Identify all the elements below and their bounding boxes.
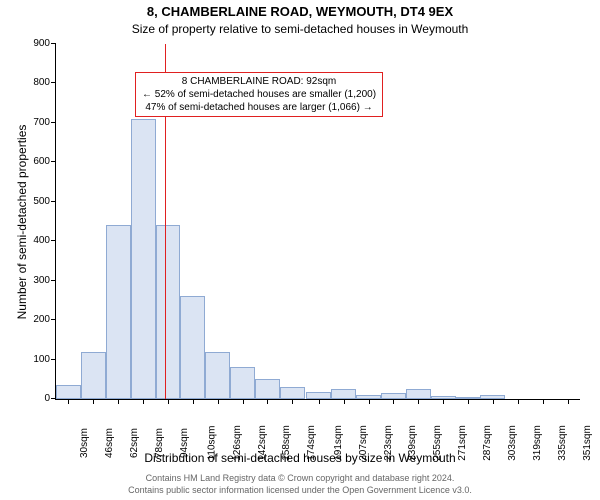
x-tick-mark	[543, 399, 544, 404]
x-tick-mark	[118, 399, 119, 404]
x-tick-mark	[267, 399, 268, 404]
y-tick-mark	[51, 280, 56, 281]
x-tick-mark	[143, 399, 144, 404]
bar	[406, 389, 431, 399]
annotation-line: ← 52% of semi-detached houses are smalle…	[142, 88, 376, 101]
y-tick-mark	[51, 240, 56, 241]
x-tick-mark	[443, 399, 444, 404]
x-tick-mark	[292, 399, 293, 404]
bar	[106, 225, 131, 399]
x-tick-mark	[468, 399, 469, 404]
annotation-line: 47% of semi-detached houses are larger (…	[142, 101, 376, 114]
x-tick-mark	[518, 399, 519, 404]
bar	[81, 352, 106, 399]
x-tick-mark	[344, 399, 345, 404]
bar	[180, 296, 205, 399]
bar	[306, 392, 331, 399]
x-tick-mark	[93, 399, 94, 404]
y-tick-mark	[51, 122, 56, 123]
footer-line-1: Contains HM Land Registry data © Crown c…	[0, 472, 600, 484]
y-tick-label: 300	[33, 276, 56, 286]
y-tick-label: 0	[44, 394, 56, 404]
y-tick-mark	[51, 398, 56, 399]
y-tick-label: 800	[33, 78, 56, 88]
x-tick-mark	[193, 399, 194, 404]
x-tick-mark	[68, 399, 69, 404]
y-tick-mark	[51, 201, 56, 202]
bar	[280, 387, 305, 399]
x-tick-mark	[243, 399, 244, 404]
y-axis-label: Number of semi-detached properties	[15, 112, 29, 332]
y-tick-mark	[51, 43, 56, 44]
y-tick-label: 400	[33, 236, 56, 246]
chart-plot-area: 8 CHAMBERLAINE ROAD: 92sqm← 52% of semi-…	[55, 44, 580, 400]
bar	[131, 119, 156, 399]
x-tick-mark	[393, 399, 394, 404]
bar	[205, 352, 230, 399]
annotation-box: 8 CHAMBERLAINE ROAD: 92sqm← 52% of semi-…	[135, 72, 383, 117]
bar	[56, 385, 81, 399]
bar	[156, 225, 181, 399]
y-tick-mark	[51, 82, 56, 83]
y-tick-label: 200	[33, 315, 56, 325]
x-axis-label: Distribution of semi-detached houses by …	[0, 451, 600, 465]
y-tick-label: 600	[33, 157, 56, 167]
x-tick-mark	[218, 399, 219, 404]
bar	[230, 367, 255, 399]
y-tick-mark	[51, 161, 56, 162]
y-tick-mark	[51, 359, 56, 360]
y-tick-label: 700	[33, 118, 56, 128]
y-tick-label: 900	[33, 39, 56, 49]
x-tick-mark	[319, 399, 320, 404]
x-tick-mark	[568, 399, 569, 404]
y-tick-label: 500	[33, 197, 56, 207]
bar	[255, 379, 280, 399]
footer-line-2: Contains public sector information licen…	[0, 484, 600, 496]
bar	[331, 389, 356, 399]
chart-title: 8, CHAMBERLAINE ROAD, WEYMOUTH, DT4 9EX	[0, 4, 600, 19]
annotation-line: 8 CHAMBERLAINE ROAD: 92sqm	[142, 75, 376, 88]
x-tick-mark	[369, 399, 370, 404]
chart-footer: Contains HM Land Registry data © Crown c…	[0, 472, 600, 496]
y-tick-label: 100	[33, 355, 56, 365]
x-tick-mark	[493, 399, 494, 404]
x-tick-mark	[168, 399, 169, 404]
y-tick-mark	[51, 319, 56, 320]
chart-subtitle: Size of property relative to semi-detach…	[0, 22, 600, 36]
x-tick-mark	[418, 399, 419, 404]
